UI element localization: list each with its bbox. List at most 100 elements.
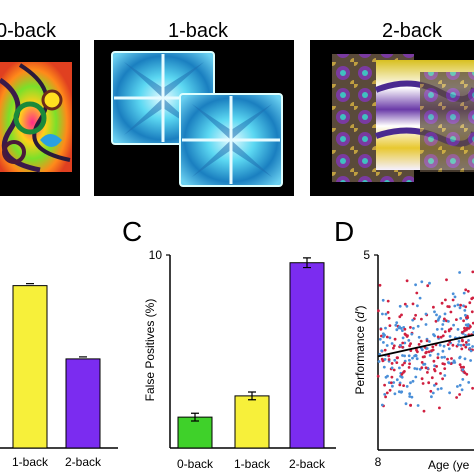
panel-d-point xyxy=(468,301,472,305)
panel-d-point xyxy=(421,382,425,385)
panel-d-point xyxy=(420,317,423,321)
panel-d-point xyxy=(430,376,434,380)
panel-d-point xyxy=(460,388,464,392)
panel-d-point xyxy=(405,385,409,388)
panel-d-point xyxy=(411,379,415,383)
panel-d-point xyxy=(401,341,405,345)
panel-d-point xyxy=(403,370,406,373)
panel-d-chart: Performance (d') 5 8 Age (ye xyxy=(353,248,474,472)
panel-d-point xyxy=(420,366,424,370)
panel-d-point xyxy=(461,330,464,334)
panel-d-point xyxy=(443,362,446,366)
panel-d-point xyxy=(401,345,404,349)
panel-d-point xyxy=(416,404,420,407)
panel-d-point xyxy=(434,382,438,386)
panel-d-point xyxy=(440,356,444,359)
panel-d-point xyxy=(427,381,431,385)
stimulus-2back-image xyxy=(310,40,474,196)
panel-d-point xyxy=(427,350,431,354)
panel-d-point xyxy=(463,309,467,312)
panel-d-point xyxy=(441,349,445,353)
panel-d-point xyxy=(392,344,396,348)
panel-d-point xyxy=(415,367,419,371)
panel-d-point xyxy=(424,366,428,370)
panel-d-point xyxy=(387,358,391,361)
panel-d-point xyxy=(412,326,415,330)
panel-d-ytick-label-5: 5 xyxy=(363,248,370,262)
panel-d-point xyxy=(425,339,429,343)
panel-d-point xyxy=(459,343,463,347)
panel-d-point xyxy=(383,358,387,361)
panel-d-point xyxy=(439,387,443,390)
panel-d-point xyxy=(464,323,468,327)
panel-d-point xyxy=(420,377,424,381)
panel-d-point xyxy=(443,374,447,377)
panel-d-point xyxy=(428,340,431,343)
panel-b-bar-1-back xyxy=(12,285,48,449)
panel-d-point xyxy=(447,320,450,323)
panel-d-point xyxy=(424,323,428,326)
panel-d-point xyxy=(403,332,407,336)
panel-d-point xyxy=(408,362,411,366)
panel-b-bar-2-back xyxy=(65,358,101,449)
panel-d-point xyxy=(404,402,408,406)
panel-d-point xyxy=(456,343,460,346)
panel-d-point xyxy=(414,313,417,317)
panel-d-point xyxy=(470,297,474,301)
panel-d-point xyxy=(432,359,436,363)
panel-d-point xyxy=(390,375,394,379)
panel-d-point xyxy=(409,381,412,385)
panel-d-point xyxy=(400,372,404,376)
panel-d-point xyxy=(459,303,462,307)
panel-d-point xyxy=(379,327,383,331)
panel-d-point xyxy=(400,375,404,379)
panel-d-point xyxy=(381,312,384,316)
panel-d-point xyxy=(398,315,402,319)
panel-d-point xyxy=(448,335,452,338)
panel-d-point xyxy=(436,387,440,391)
panel-d-point xyxy=(414,375,418,379)
panel-d-point xyxy=(405,279,409,283)
panel-d-point xyxy=(389,381,393,385)
panel-c-ytick-label-10: 10 xyxy=(149,248,163,262)
panel-d-point xyxy=(393,392,397,396)
panel-d-point xyxy=(467,343,471,346)
panel-c-bar-0-back xyxy=(177,416,213,449)
panel-d-point xyxy=(428,354,432,357)
panel-d-point xyxy=(469,325,472,328)
panel-d-point xyxy=(435,328,439,331)
panel-d-point xyxy=(458,383,462,387)
panel-d-point xyxy=(466,323,470,326)
panel-d-point xyxy=(462,365,465,369)
panel-d-point xyxy=(442,344,446,348)
panel-d-point xyxy=(401,336,405,340)
panel-d-point xyxy=(388,388,392,392)
panel-d-point xyxy=(415,348,418,352)
panel-d-x-axis-label: Age (ye xyxy=(428,458,470,472)
panel-d-point xyxy=(465,372,469,376)
panel-d-point xyxy=(420,280,424,284)
panel-d-point xyxy=(401,329,404,332)
panel-c-errorbar-1-back xyxy=(248,391,256,401)
panel-b-tick-2back: 2-back xyxy=(65,455,102,469)
panel-d-point xyxy=(401,354,404,357)
panel-d-point xyxy=(401,363,404,367)
panel-d-point xyxy=(443,312,447,316)
panel-d-point xyxy=(411,318,415,322)
panel-d-point xyxy=(463,357,467,361)
panel-d-point xyxy=(461,368,465,372)
panel-d-point xyxy=(410,395,414,399)
panel-d-point xyxy=(451,292,455,296)
panel-d-point xyxy=(382,341,385,344)
panel-d-point xyxy=(393,337,397,341)
panel-d-point xyxy=(383,348,387,352)
panel-d-point xyxy=(431,345,435,349)
panel-d-point xyxy=(458,363,462,366)
panel-d-point xyxy=(408,344,411,348)
panel-d-point xyxy=(458,271,461,274)
panel-d-point xyxy=(443,367,447,370)
panel-d-point xyxy=(380,349,384,353)
panel-d-point xyxy=(383,393,387,396)
panel-d-point xyxy=(395,361,399,364)
panel-d-point xyxy=(461,378,465,381)
